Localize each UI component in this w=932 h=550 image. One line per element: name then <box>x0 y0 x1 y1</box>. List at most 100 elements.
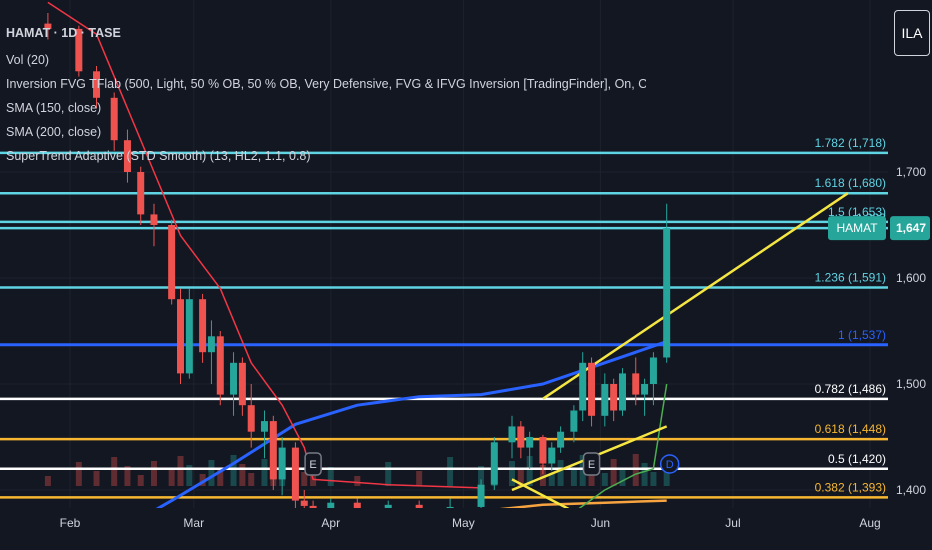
legend-sma-150[interactable]: SMA (150, close) <box>6 101 102 115</box>
dividend-marker-label: D <box>666 459 674 471</box>
volume-bar <box>539 465 546 486</box>
volume-bar <box>517 470 524 486</box>
volume-bar <box>150 461 157 486</box>
volume-bar <box>186 465 193 486</box>
volume-bar <box>478 466 485 486</box>
price-tick-label: 1,600 <box>896 271 926 285</box>
candle-body <box>618 373 626 411</box>
volume-bar <box>208 460 215 486</box>
volume-bar <box>508 461 515 486</box>
candle-body <box>185 299 193 374</box>
volume-bar <box>111 457 118 486</box>
volume-bar <box>168 470 175 486</box>
last-price-badge <box>890 216 930 241</box>
candle-body <box>199 299 207 353</box>
volume-bar <box>650 472 657 486</box>
legend-inversion-fvg[interactable]: Inversion FVG TFlab (500, Light, 50 % OB… <box>6 77 646 91</box>
symbol-title[interactable]: HAMAT · 1D · TASE <box>6 26 121 40</box>
volume-bar <box>327 467 334 486</box>
time-axis-bg <box>0 508 932 550</box>
volume-bar <box>217 469 224 486</box>
volume-bar <box>526 456 533 486</box>
candle-body <box>278 447 286 480</box>
volume-bar <box>230 455 237 486</box>
fib-label: 0.5 (1,420) <box>828 452 886 466</box>
candle-body <box>649 357 657 384</box>
price-tick-label: 1,500 <box>896 377 926 391</box>
fib-label: 1.618 (1,680) <box>815 176 886 190</box>
volume-bar <box>354 476 361 486</box>
volume-bar <box>137 475 144 486</box>
candle-body <box>548 447 556 464</box>
candle-body <box>570 410 578 432</box>
candle-body <box>44 23 52 29</box>
time-tick-label: Jul <box>725 516 740 530</box>
fib-label: 1.236 (1,591) <box>815 271 886 285</box>
earnings-marker-label: E <box>588 459 595 471</box>
candle-body <box>93 71 101 98</box>
candle-body <box>291 447 299 501</box>
fib-label: 1 (1,537) <box>838 328 886 342</box>
candle-body <box>641 384 649 395</box>
candle-body <box>300 500 308 506</box>
candle-body <box>610 384 618 411</box>
volume-bar <box>570 469 577 486</box>
last-price-label: 1,647 <box>896 221 926 235</box>
time-tick-label: Feb <box>60 516 81 530</box>
volume-bar <box>447 457 454 486</box>
supertrend-bear-line <box>47 1 482 489</box>
earnings-marker <box>582 452 601 476</box>
indicator-legend: Vol (20) Inversion FVG TFlab (500, Light… <box>6 24 646 168</box>
price-tick-label: 1,400 <box>896 483 926 497</box>
candle-body <box>247 405 255 432</box>
candle-body <box>539 437 547 464</box>
candle-body <box>477 484 485 507</box>
candle-body <box>110 97 118 141</box>
candle-body <box>601 384 609 416</box>
candle-body <box>663 228 671 358</box>
fib-label: 0.618 (1,448) <box>815 422 886 436</box>
fib-label: 0.382 (1,393) <box>815 480 886 494</box>
volume-bar <box>199 474 206 486</box>
fib-label: 1.5 (1,653) <box>828 205 886 219</box>
time-tick-label: Jun <box>591 516 610 530</box>
volume-bar <box>548 474 555 486</box>
volume-bar <box>75 462 82 486</box>
supertrend-bull-line <box>560 383 668 523</box>
candle-body <box>269 421 277 480</box>
volume-bar <box>44 476 51 486</box>
fib-label: 0.782 (1,486) <box>815 382 886 396</box>
legend-volume[interactable]: Vol (20) <box>6 53 50 67</box>
candle-body <box>517 426 525 448</box>
legend-sma-200[interactable]: SMA (200, close) <box>6 125 102 139</box>
candle-body <box>260 421 268 432</box>
candle-body <box>526 437 534 448</box>
candle-body <box>238 362 246 406</box>
candle-body <box>490 442 498 485</box>
candle-body <box>216 336 224 395</box>
candle-body <box>207 336 215 353</box>
time-tick-label: Mar <box>183 516 204 530</box>
dividend-marker <box>659 454 680 474</box>
time-tick-label: Apr <box>321 516 340 530</box>
volume-bar <box>557 460 564 486</box>
earnings-marker-label: E <box>309 459 316 471</box>
volume-bar <box>416 471 423 486</box>
volume-bar <box>248 473 255 486</box>
legend-supertrend[interactable]: SuperTrend Adaptive (STD Smooth) (13, HL… <box>6 149 311 163</box>
time-tick-label: May <box>452 516 475 530</box>
candle-body <box>557 431 565 448</box>
volume-bar <box>619 468 626 486</box>
volume-bar <box>385 462 392 486</box>
candle-body <box>176 299 184 374</box>
candle-body <box>230 362 238 395</box>
volume-bar <box>124 466 131 486</box>
volume-bar <box>177 456 184 486</box>
currency-button[interactable]: ILA <box>894 10 930 56</box>
price-axis-bg <box>888 0 932 550</box>
candle-body <box>137 172 145 215</box>
candle-body <box>168 225 176 300</box>
volume-bar <box>601 473 608 486</box>
